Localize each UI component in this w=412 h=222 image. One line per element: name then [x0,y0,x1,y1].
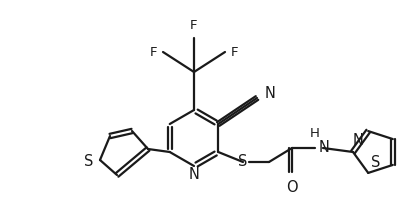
Text: N: N [189,167,199,182]
Text: H: H [310,127,320,140]
Text: O: O [286,180,298,195]
Text: F: F [231,46,239,59]
Text: N: N [352,133,363,148]
Text: N: N [319,141,330,155]
Text: S: S [371,155,381,170]
Text: F: F [150,46,157,59]
Text: N: N [265,85,276,101]
Text: S: S [238,155,248,170]
Text: S: S [84,155,93,170]
Text: F: F [190,19,198,32]
